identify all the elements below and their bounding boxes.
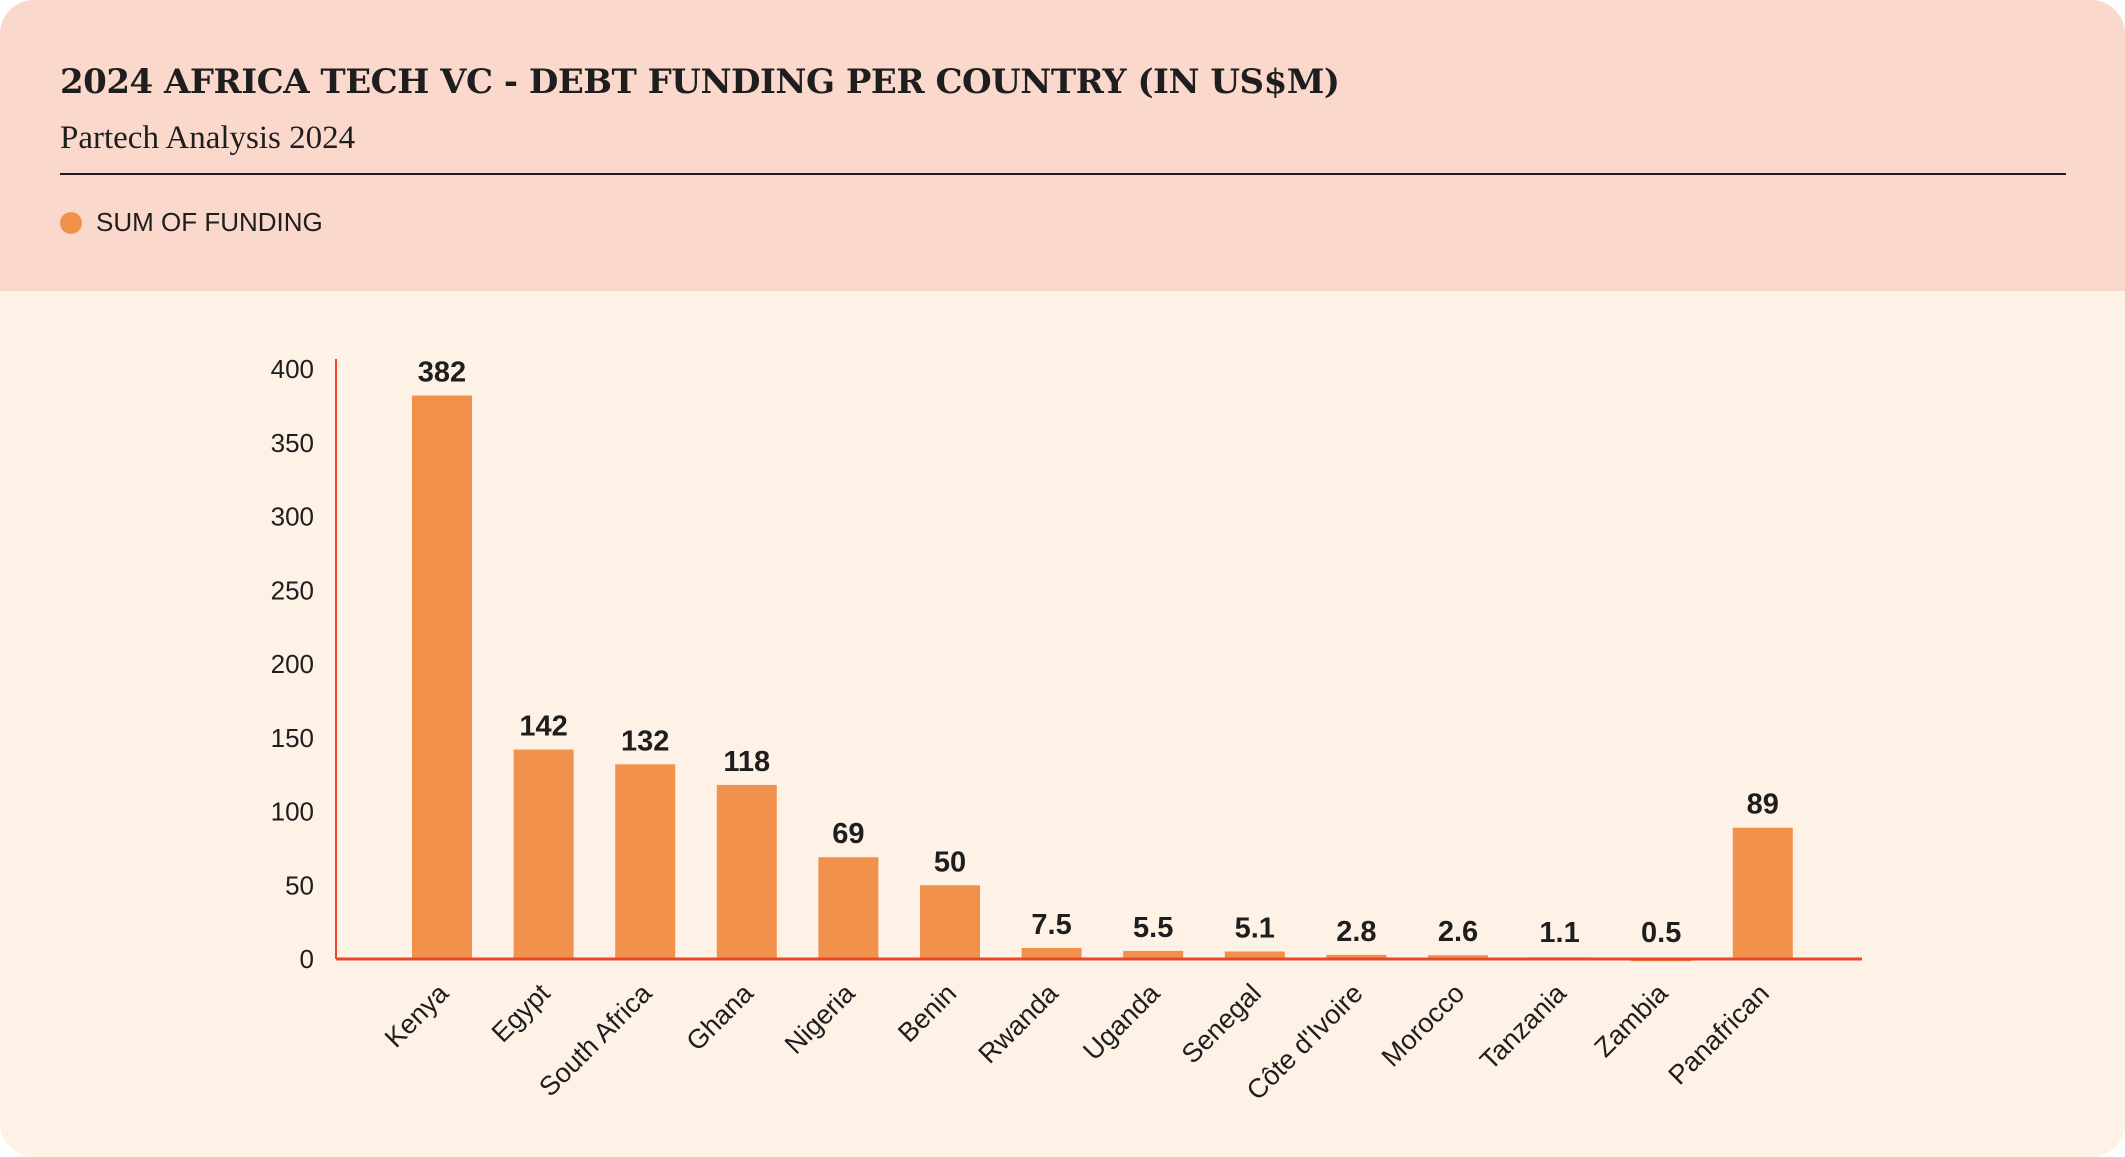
data-label: 118 — [723, 746, 770, 778]
bar-south-africa — [615, 764, 676, 959]
y-tick-label: 100 — [271, 797, 314, 827]
x-tick-label: Rwanda — [973, 977, 1065, 1069]
y-tick-label: 250 — [271, 575, 314, 605]
data-label: 1.1 — [1539, 917, 1579, 949]
data-label: 2.6 — [1438, 916, 1478, 948]
bar-senegal — [1224, 951, 1285, 959]
x-tick-label: Kenya — [379, 977, 455, 1053]
x-tick-label: Zambia — [1589, 977, 1675, 1063]
y-tick-label: 150 — [271, 723, 314, 753]
y-tick-label: 50 — [285, 870, 314, 900]
header-divider — [60, 173, 2066, 175]
legend: SUM OF FUNDING — [60, 207, 323, 238]
bar-c-te-d-ivoire — [1326, 954, 1387, 959]
chart-subtitle: Partech Analysis 2024 — [60, 120, 356, 156]
data-label: 2.8 — [1336, 916, 1376, 948]
bar-rwanda — [1021, 947, 1082, 959]
y-tick-label: 400 — [271, 354, 314, 384]
y-tick-label: 200 — [271, 649, 314, 679]
bar-ghana — [716, 784, 777, 959]
chart-header: 2024 AFRICA TECH VC - DEBT FUNDING PER C… — [0, 0, 2125, 291]
data-label: 142 — [519, 711, 567, 743]
x-tick-label: Morocco — [1376, 978, 1470, 1072]
data-label: 7.5 — [1031, 909, 1071, 941]
x-tick-label: Panafrican — [1663, 978, 1775, 1090]
data-label: 5.5 — [1133, 912, 1173, 944]
data-label: 382 — [418, 357, 466, 389]
data-label: 69 — [832, 818, 864, 850]
bar-uganda — [1123, 950, 1184, 959]
x-tick-label: Benin — [892, 978, 962, 1048]
bar-kenya — [412, 395, 472, 959]
bar-chart: 0 50 100 150 200 250 300 350 400 382 Kenya 142 Egypt… — [271, 354, 1862, 1106]
bar-egypt — [513, 749, 574, 959]
data-label: 50 — [934, 846, 966, 878]
x-tick-label: Uganda — [1077, 977, 1166, 1066]
data-label: 5.1 — [1235, 912, 1275, 944]
x-tick-label: Senegal — [1176, 978, 1267, 1069]
legend-dot-icon — [60, 211, 82, 234]
x-tick-label: Nigeria — [779, 977, 861, 1059]
y-tick-label: 350 — [271, 428, 314, 458]
bar-benin — [920, 885, 980, 959]
data-label: 89 — [1747, 789, 1779, 821]
y-tick-label: 300 — [271, 502, 314, 532]
bar-morocco — [1428, 955, 1488, 959]
x-tick-label: Egypt — [486, 978, 556, 1048]
x-tick-label: Ghana — [680, 977, 759, 1056]
data-label: 0.5 — [1641, 917, 1681, 949]
data-label: 132 — [621, 725, 669, 757]
bar-nigeria — [818, 857, 879, 959]
y-tick-label: 0 — [300, 944, 314, 974]
bar-panafrican — [1732, 827, 1793, 959]
chart-title: 2024 AFRICA TECH VC - DEBT FUNDING PER C… — [60, 62, 1340, 102]
legend-label: SUM OF FUNDING — [96, 207, 323, 237]
x-tick-label: Tanzania — [1474, 977, 1572, 1075]
